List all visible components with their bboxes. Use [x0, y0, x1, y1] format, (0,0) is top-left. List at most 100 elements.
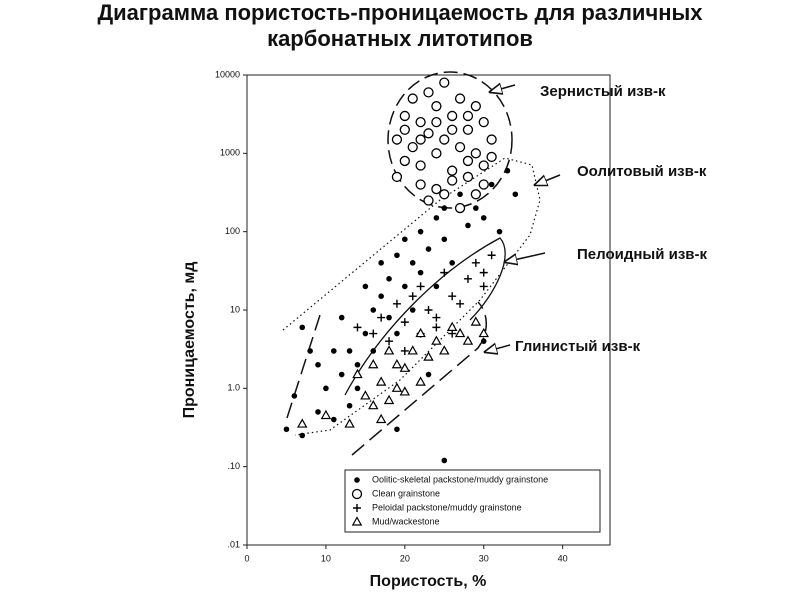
point [470, 148, 481, 159]
point [291, 393, 298, 399]
point [462, 155, 474, 167]
point [283, 426, 290, 433]
point [392, 299, 401, 308]
point [315, 361, 321, 368]
point [417, 228, 424, 235]
point [479, 282, 488, 291]
point [353, 504, 361, 512]
point [432, 323, 441, 332]
envelope-grainstone [387, 71, 513, 209]
point [375, 376, 387, 386]
point [432, 313, 441, 322]
annotation: Зернистый изв-к [540, 83, 666, 100]
point [315, 409, 321, 415]
point [407, 93, 418, 104]
point [457, 191, 463, 198]
arrow [485, 345, 511, 352]
point [462, 110, 474, 122]
annotation: Глинистый изв-к [515, 338, 641, 355]
point [383, 345, 395, 355]
point [423, 128, 434, 139]
x-tick-label: 30 [479, 553, 489, 563]
point [441, 205, 448, 211]
point [448, 292, 457, 301]
point [369, 329, 378, 338]
point [378, 293, 384, 300]
point [362, 283, 369, 290]
point [402, 283, 408, 290]
point [478, 117, 489, 128]
point [351, 488, 363, 500]
point [331, 416, 337, 423]
point [415, 327, 426, 338]
point [338, 314, 345, 321]
point [368, 359, 379, 369]
point [470, 189, 481, 200]
point [415, 160, 426, 171]
point [433, 215, 440, 221]
point [386, 276, 392, 282]
point [454, 141, 466, 153]
point [439, 134, 450, 145]
point [415, 179, 426, 190]
annotation: Оолитовый изв-к [577, 163, 707, 180]
y-tick-label: .10 [227, 461, 240, 471]
point [399, 386, 411, 396]
point [439, 189, 450, 200]
point [454, 93, 466, 104]
point [377, 313, 386, 322]
y-tick-label: 10000 [215, 69, 240, 79]
point [440, 268, 449, 277]
point [480, 215, 487, 221]
point [346, 348, 353, 354]
point [400, 318, 409, 327]
chart-title: Диаграмма пористость-проницаемость для р… [97, 0, 703, 51]
point [307, 348, 313, 354]
point [407, 345, 418, 355]
point [486, 151, 497, 163]
point [399, 155, 410, 167]
x-axis-label: Пористость, % [370, 573, 487, 590]
point [353, 323, 362, 332]
y-tick-label: 1000 [220, 148, 240, 158]
point [423, 351, 434, 361]
legend-label: Clean grainstone [372, 488, 440, 498]
point [512, 191, 519, 198]
y-tick-label: 10 [230, 304, 240, 314]
point [441, 236, 448, 243]
legend-label: Mud/wackestone [372, 516, 440, 526]
point [415, 376, 426, 386]
point [454, 327, 466, 338]
point [299, 432, 306, 439]
x-tick-label: 10 [321, 553, 331, 563]
legend-label: Peloidal packstone/muddy grainstone [372, 502, 522, 512]
point [416, 282, 425, 291]
point [496, 228, 503, 235]
point [370, 348, 377, 354]
point [447, 165, 458, 176]
y-tick-label: .01 [227, 539, 240, 549]
point [462, 171, 474, 183]
point [473, 205, 479, 211]
point [480, 338, 487, 344]
point [447, 110, 458, 122]
point [441, 457, 448, 464]
point [446, 321, 458, 331]
point [431, 183, 442, 195]
point [354, 477, 360, 483]
point [417, 269, 424, 276]
point [400, 346, 409, 355]
point [424, 306, 433, 314]
point [487, 251, 496, 260]
y-tick-label: 1.0 [227, 383, 240, 393]
point [352, 368, 363, 379]
point [425, 246, 432, 252]
annotation: Пелоидный изв-к [577, 246, 708, 263]
point [456, 299, 465, 308]
point [399, 124, 410, 135]
point [354, 361, 361, 368]
point [478, 179, 489, 190]
point [375, 413, 387, 424]
point [447, 175, 458, 186]
